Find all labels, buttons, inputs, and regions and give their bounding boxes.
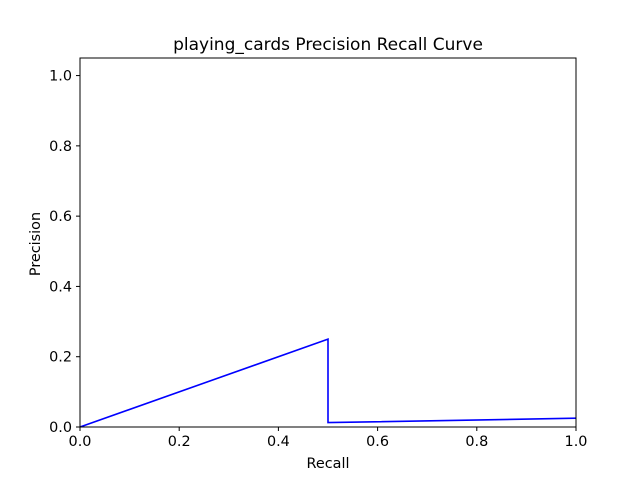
y-axis-label: Precision — [28, 212, 44, 276]
series-line-0 — [79, 338, 577, 428]
y-tick-label: 0.0 — [49, 420, 72, 436]
axes-frame — [79, 57, 577, 428]
x-axis-label: Recall — [307, 456, 350, 472]
y-tick-label: 0.2 — [49, 350, 72, 366]
x-tick-label: 0.2 — [168, 434, 191, 450]
plot-area — [79, 338, 577, 428]
x-tick-label: 1.0 — [565, 434, 588, 450]
y-tick-label: 1.0 — [49, 69, 72, 85]
chart-title: playing_cards Precision Recall Curve — [173, 35, 483, 55]
x-tick-label: 0.4 — [267, 434, 290, 450]
x-tick-label: 0.6 — [366, 434, 389, 450]
axes: 0.0 0.2 0.4 0.6 0.8 1.0 0.0 0.2 0.4 0.6 0.8 1.0 — [49, 57, 588, 450]
x-tick-label: 0.0 — [69, 434, 92, 450]
y-tick-label: 0.6 — [49, 209, 72, 225]
y-tick-label: 0.4 — [49, 279, 72, 295]
y-tick-label: 0.8 — [49, 139, 72, 155]
x-tick-label: 0.8 — [465, 434, 488, 450]
